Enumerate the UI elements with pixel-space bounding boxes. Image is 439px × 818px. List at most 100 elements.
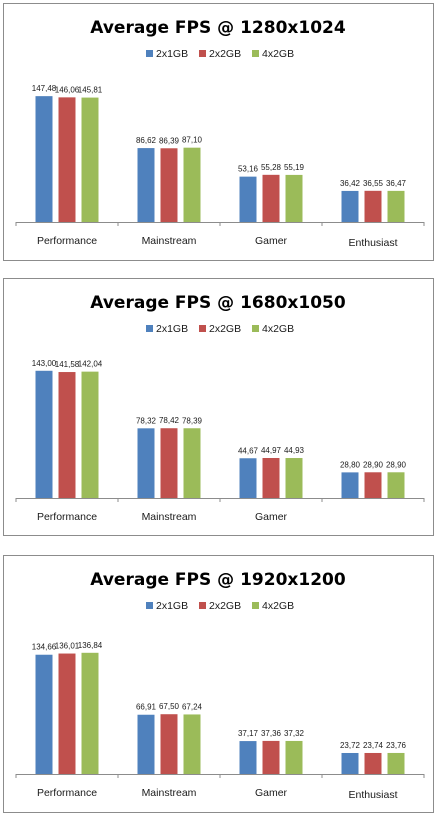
data-label-2x2gb: 44,97: [261, 446, 282, 455]
legend-swatch-4x2gb: [252, 50, 259, 57]
bar-2x1gb-gamer: [239, 741, 257, 774]
legend-swatch-2x2gb: [199, 602, 206, 609]
bar-2x1gb-mainstream: [137, 714, 155, 774]
chart-1920x1200: Average FPS @ 1920x1200 2x1GB 2x2GB 4x2GB 13…: [15, 570, 425, 801]
data-label-2x2gb: 23,74: [363, 741, 384, 750]
legend-swatch-2x1gb: [146, 602, 153, 609]
legend-swatch-2x1gb: [146, 50, 153, 57]
chart-panel-1920x1200: Average FPS @ 1920x1200 2x1GB 2x2GB 4x2GB 13…: [3, 555, 434, 813]
bar-2x1gb-performance: [35, 96, 53, 222]
chart-panel-1680x1050: Average FPS @ 1680x1050 2x1GB 2x2GB 4x2GB 14…: [3, 278, 434, 536]
data-label-2x1gb: 86,62: [136, 136, 157, 145]
category-label-enthusiast: Enthusiast: [348, 237, 397, 249]
bar-2x1gb-gamer: [239, 176, 257, 222]
legend-label-2x2gb: 2x2GB: [209, 48, 241, 60]
data-label-4x2gb: 28,90: [386, 460, 407, 469]
bar-2x1gb-enthusiast: [341, 752, 359, 774]
data-label-2x2gb: 78,42: [159, 416, 180, 425]
legend-label-4x2gb: 4x2GB: [262, 600, 294, 612]
category-label-mainstream: Mainstream: [142, 235, 197, 247]
category-label-enthusiast: Enthusiast: [348, 789, 397, 801]
category-label-mainstream: Mainstream: [142, 787, 197, 799]
chart-panel-1280x1024: Average FPS @ 1280x1024 2x1GB 2x2GB 4x2GB 14…: [3, 3, 434, 261]
data-label-4x2gb: 145,81: [78, 86, 103, 95]
data-label-4x2gb: 37,32: [284, 729, 305, 738]
bar-2x2gb-group4: [364, 472, 382, 498]
bar-2x1gb-gamer: [239, 458, 257, 498]
legend-swatch-4x2gb: [252, 602, 259, 609]
data-label-2x2gb: 136,01: [55, 642, 80, 651]
chart-title: Average FPS @ 1280x1024: [90, 18, 346, 38]
bar-2x2gb-performance: [58, 97, 76, 222]
bar-4x2gb-mainstream: [183, 714, 201, 774]
category-label-mainstream: Mainstream: [142, 511, 197, 523]
data-label-2x1gb: 66,91: [136, 703, 157, 712]
bar-2x2gb-gamer: [262, 457, 280, 498]
legend-swatch-2x2gb: [199, 50, 206, 57]
bar-4x2gb-enthusiast: [387, 190, 405, 222]
data-label-2x1gb: 23,72: [340, 741, 361, 750]
legend-swatch-4x2gb: [252, 325, 259, 332]
bar-4x2gb-gamer: [285, 458, 303, 498]
data-label-2x1gb: 36,42: [340, 179, 361, 188]
bar-4x2gb-gamer: [285, 740, 303, 774]
data-label-2x1gb: 78,32: [136, 416, 157, 425]
data-label-2x1gb: 147,48: [32, 84, 57, 93]
bar-2x2gb-enthusiast: [364, 752, 382, 774]
bar-2x1gb-mainstream: [137, 428, 155, 498]
chart-title: Average FPS @ 1920x1200: [90, 570, 346, 590]
bar-2x2gb-gamer: [262, 740, 280, 774]
data-label-2x2gb: 55,28: [261, 163, 282, 172]
bar-2x1gb-performance: [35, 370, 53, 498]
chart-1680x1050: Average FPS @ 1680x1050 2x1GB 2x2GB 4x2GB 14…: [15, 293, 425, 523]
data-label-4x2gb: 23,76: [386, 741, 407, 750]
bar-2x2gb-mainstream: [160, 714, 178, 774]
bar-4x2gb-enthusiast: [387, 752, 405, 774]
data-label-4x2gb: 136,84: [78, 641, 103, 650]
data-label-2x2gb: 36,55: [363, 179, 384, 188]
category-label-gamer: Gamer: [255, 787, 288, 799]
legend-swatch-2x1gb: [146, 325, 153, 332]
bar-4x2gb-mainstream: [183, 147, 201, 222]
bar-4x2gb-group4: [387, 472, 405, 498]
legend-label-4x2gb: 4x2GB: [262, 48, 294, 60]
category-label-gamer: Gamer: [255, 511, 288, 523]
legend-label-2x1gb: 2x1GB: [156, 600, 188, 612]
bar-4x2gb-performance: [81, 97, 99, 222]
bar-4x2gb-performance: [81, 371, 99, 498]
bar-2x1gb-mainstream: [137, 148, 155, 222]
data-label-2x1gb: 143,00: [32, 359, 57, 368]
category-label-performance: Performance: [37, 235, 97, 247]
data-label-4x2gb: 78,39: [182, 416, 203, 425]
data-label-4x2gb: 87,10: [182, 136, 203, 145]
bar-2x2gb-mainstream: [160, 428, 178, 498]
legend-swatch-2x2gb: [199, 325, 206, 332]
data-label-2x1gb: 134,66: [32, 643, 57, 652]
bar-2x1gb-enthusiast: [341, 190, 359, 222]
data-label-2x2gb: 67,50: [159, 702, 180, 711]
bar-2x2gb-mainstream: [160, 148, 178, 222]
data-label-2x2gb: 28,90: [363, 460, 384, 469]
bar-2x2gb-enthusiast: [364, 190, 382, 222]
data-label-2x1gb: 44,67: [238, 446, 259, 455]
bar-2x1gb-group4: [341, 472, 359, 498]
legend-label-2x2gb: 2x2GB: [209, 323, 241, 335]
data-label-2x2gb: 141,58: [55, 360, 80, 369]
chart-1280x1024: Average FPS @ 1280x1024 2x1GB 2x2GB 4x2GB 14…: [15, 18, 425, 249]
bar-4x2gb-performance: [81, 652, 99, 774]
legend-label-2x1gb: 2x1GB: [156, 48, 188, 60]
category-label-performance: Performance: [37, 787, 97, 799]
data-label-2x1gb: 28,80: [340, 460, 361, 469]
data-label-2x1gb: 53,16: [238, 165, 259, 174]
data-label-4x2gb: 142,04: [78, 360, 103, 369]
data-label-4x2gb: 36,47: [386, 179, 407, 188]
bar-4x2gb-gamer: [285, 174, 303, 222]
legend-label-2x2gb: 2x2GB: [209, 600, 241, 612]
data-label-2x2gb: 37,36: [261, 729, 282, 738]
data-label-4x2gb: 44,93: [284, 446, 305, 455]
data-label-4x2gb: 55,19: [284, 163, 305, 172]
bar-2x1gb-performance: [35, 654, 53, 774]
category-label-performance: Performance: [37, 511, 97, 523]
legend-label-2x1gb: 2x1GB: [156, 323, 188, 335]
data-label-2x1gb: 37,17: [238, 729, 259, 738]
